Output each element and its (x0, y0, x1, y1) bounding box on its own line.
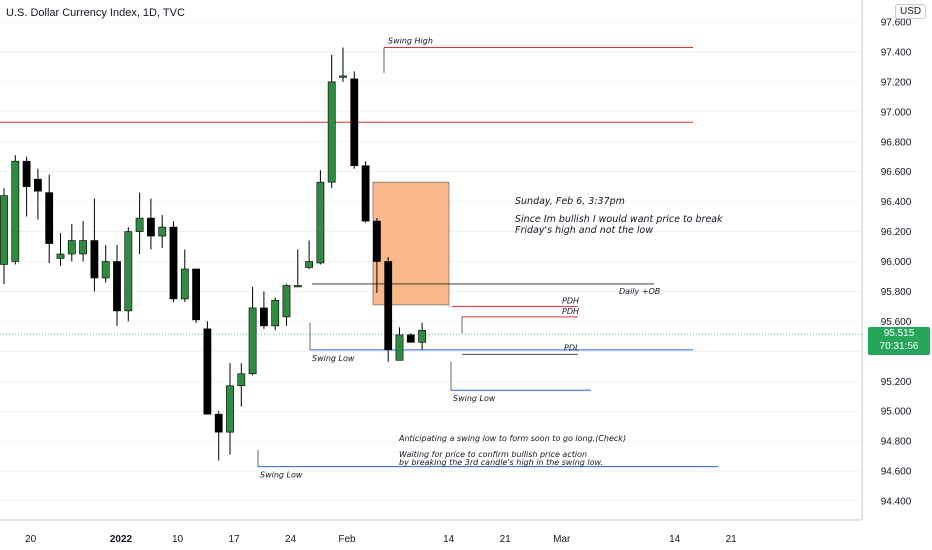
candle-body (67, 240, 76, 255)
y-tick-label: 96.000 (881, 257, 912, 268)
level-lines (0, 46, 862, 468)
y-tick-label: 96.400 (881, 197, 912, 208)
y-tick-label: 95.200 (881, 377, 912, 388)
annotation-swing-high: Swing High (388, 36, 433, 45)
candle-body (56, 253, 65, 259)
x-tick-label: 24 (285, 534, 297, 545)
x-tick-label: 21 (726, 534, 738, 545)
candle-body (203, 328, 212, 415)
annotation-swing-low-3: Swing Low (260, 471, 303, 480)
y-tick-label: 97.400 (881, 47, 912, 58)
candle-body (271, 300, 280, 327)
candle-body (418, 330, 426, 343)
annotation-pdh-2: PDH (562, 307, 579, 316)
candle-body (384, 261, 393, 351)
y-tick-label: 94.800 (881, 437, 912, 448)
x-tick-label: 14 (669, 534, 681, 545)
candle-body (147, 217, 155, 237)
candle-body (45, 192, 54, 244)
x-tick-label: 17 (228, 534, 240, 545)
x-tick-label: 14 (443, 534, 455, 545)
current-price-tag: 95.515 70:31:56 (868, 327, 930, 355)
candle-body (372, 220, 381, 262)
annotations: Swing High Swing Low Swing Low Swing Low Dai… (260, 36, 723, 479)
candle-body (192, 268, 200, 321)
current-price: 95.515 (883, 328, 915, 339)
candlesticks (0, 47, 426, 461)
annotation-note-date: Sunday, Feb 6, 3:37pm (515, 196, 625, 207)
y-tick-label: 95.000 (881, 407, 912, 418)
x-tick-label: 2022 (110, 534, 133, 545)
bar-countdown: 70:31:56 (879, 341, 919, 352)
candle-body (350, 78, 359, 166)
candle-body (0, 195, 8, 265)
candle-body (135, 217, 144, 232)
x-tick-label: Mar (553, 534, 571, 545)
candle-body (90, 240, 99, 279)
annotation-note-1b: Friday's high and not the low (515, 225, 653, 236)
candle-body (169, 226, 178, 300)
candle-body (22, 160, 31, 187)
candle-body (316, 181, 325, 264)
candle-body (327, 81, 336, 183)
x-tick-label: 21 (500, 534, 512, 545)
x-tick-label: Feb (338, 534, 356, 545)
annotation-pdh-1: PDH (562, 296, 579, 305)
candle-body (113, 261, 121, 312)
y-tick-label: 97.600 (881, 18, 912, 29)
x-axis: 20 2022 10 17 24 Feb 14 21 Mar 14 21 (25, 534, 737, 545)
candle-body (180, 268, 189, 300)
annotation-note-3a: Waiting for price to confirm bullish pri… (399, 450, 587, 459)
candle-body (282, 285, 291, 318)
y-tick-label: 94.400 (881, 497, 912, 508)
candle-body (124, 231, 133, 312)
candle-body (305, 261, 313, 268)
y-tick-label: 97.000 (881, 107, 912, 118)
candle-body (395, 334, 404, 361)
currency-button[interactable]: USD (895, 4, 927, 19)
candle-body (259, 307, 268, 327)
candle-body (214, 413, 223, 433)
y-tick-label: 94.600 (881, 467, 912, 478)
candle-body (11, 160, 20, 262)
candle-body (33, 178, 42, 192)
annotation-swing-low-2: Swing Low (453, 394, 496, 403)
annotation-note-1a: Since Im bullish I would want price to b… (515, 214, 723, 225)
annotation-pdl: PDL (564, 343, 579, 352)
annotation-swing-low-1: Swing Low (312, 354, 355, 363)
y-tick-label: 96.800 (881, 137, 912, 148)
candle-body (406, 334, 415, 343)
candle-body (361, 165, 370, 222)
candle-body (101, 261, 110, 279)
y-tick-label: 95.600 (881, 317, 912, 328)
y-tick-label: 96.600 (881, 167, 912, 178)
chart-title: U.S. Dollar Currency Index, 1D, TVC (6, 7, 185, 19)
candle-body (248, 307, 257, 375)
candle-body (79, 240, 87, 255)
annotation-note-3b: by breaking the 3rd candle's high in the… (399, 458, 603, 467)
y-tick-label: 96.200 (881, 227, 912, 238)
candle-body (226, 385, 234, 433)
y-axis: 97.600 97.400 97.200 97.000 96.800 96.600 96.4… (0, 18, 912, 508)
candle-body (237, 373, 246, 387)
annotation-daily-ob: Daily +OB (619, 287, 660, 296)
annotation-note-2: Anticipating a swing low to form soon to… (398, 434, 626, 443)
y-tick-label: 97.200 (881, 77, 912, 88)
y-tick-label: 95.800 (881, 287, 912, 298)
x-tick-label: 20 (25, 534, 37, 545)
candle-body (339, 75, 347, 78)
candle-body (158, 226, 167, 237)
candle-body (293, 285, 302, 288)
x-tick-label: 10 (172, 534, 184, 545)
